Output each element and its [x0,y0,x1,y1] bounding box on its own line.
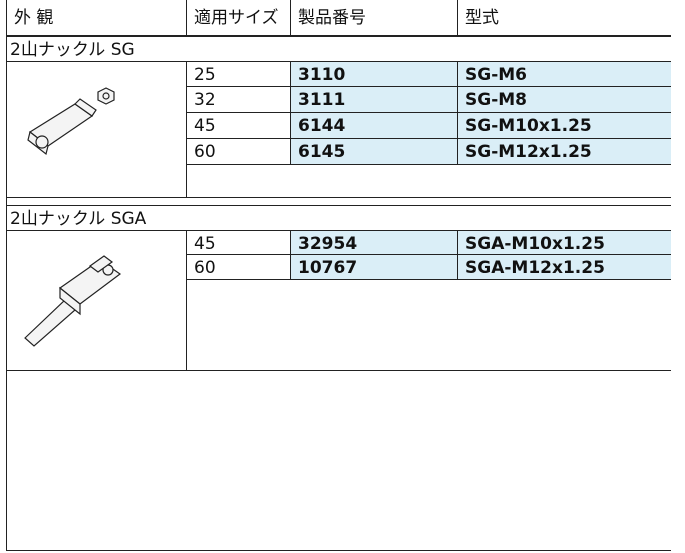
highlight-cell [291,255,671,279]
rule [186,231,187,370]
rule [186,279,671,280]
column-header: 製品番号 [298,8,366,28]
product-number: 32954 [298,234,358,254]
rule [457,62,458,165]
product-number: 3111 [298,90,346,110]
product-number: 3110 [298,65,346,85]
section-title: 2山ナックル SGA [10,209,147,229]
model-cell: SG-M6 [465,65,527,85]
rule [6,370,671,371]
size-cell: 45 [194,234,216,254]
rule [6,0,7,37]
size-cell: 32 [194,90,216,110]
size-cell: 60 [194,142,216,162]
column-header: 型式 [465,8,499,28]
rule [6,205,671,206]
product-number: 10767 [298,258,358,278]
highlight-cell [291,62,671,86]
rule [186,86,671,87]
highlight-cell [291,231,671,254]
model-cell: SG-M10x1.25 [465,116,592,136]
size-cell: 45 [194,116,216,136]
model-cell: SG-M8 [465,90,527,110]
highlight-cell [291,113,671,138]
column-header: 外 観 [14,8,54,28]
size-cell: 25 [194,65,216,85]
highlight-cell [291,139,671,164]
column-header: 適用サイズ [194,8,279,28]
rule [6,230,671,231]
rule [290,62,291,165]
knuckle-sga-image [24,255,122,347]
highlight-cell [291,87,671,112]
product-number: 6145 [298,142,346,162]
size-cell: 60 [194,258,216,278]
section-title: 2山ナックル SG [10,40,135,60]
rule [6,197,7,206]
rule [290,0,291,37]
rule [186,0,187,37]
rule [6,550,671,551]
rule [186,254,671,255]
rule [457,0,458,37]
product-number: 6144 [298,116,346,136]
model-cell: SGA-M12x1.25 [465,258,605,278]
rule [6,37,7,197]
rule [186,164,671,165]
rule [6,370,7,551]
rule [6,35,671,37]
rule [6,197,671,198]
rule [6,61,671,62]
knuckle-sg-image [27,87,115,156]
rule [186,62,187,197]
rule [6,206,7,370]
rule [290,231,291,280]
rule [457,231,458,280]
model-cell: SGA-M10x1.25 [465,234,605,254]
rule [186,112,671,113]
rule [186,138,671,139]
model-cell: SG-M12x1.25 [465,142,592,162]
